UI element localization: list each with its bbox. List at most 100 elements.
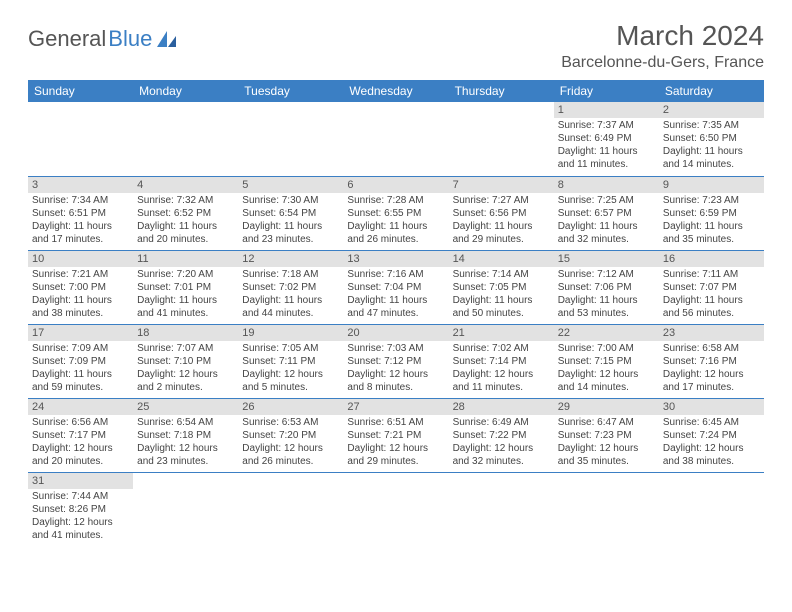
day-line: and 59 minutes. bbox=[32, 381, 129, 394]
day-details: Sunrise: 7:00 AMSunset: 7:15 PMDaylight:… bbox=[554, 341, 659, 396]
day-line: and 5 minutes. bbox=[242, 381, 339, 394]
day-line: Sunset: 7:24 PM bbox=[663, 429, 760, 442]
weekday-header: Wednesday bbox=[343, 80, 448, 102]
day-line: Sunrise: 7:37 AM bbox=[558, 119, 655, 132]
header: GeneralBlue March 2024 Barcelonne-du-Ger… bbox=[28, 20, 764, 72]
day-line: Sunrise: 7:18 AM bbox=[242, 268, 339, 281]
day-details: Sunrise: 6:56 AMSunset: 7:17 PMDaylight:… bbox=[28, 415, 133, 470]
day-line: Daylight: 12 hours bbox=[558, 442, 655, 455]
day-number: 24 bbox=[28, 399, 133, 415]
weekday-header: Friday bbox=[554, 80, 659, 102]
day-line: and 17 minutes. bbox=[663, 381, 760, 394]
day-line: Daylight: 11 hours bbox=[663, 294, 760, 307]
day-line: Daylight: 12 hours bbox=[137, 442, 234, 455]
calendar-day-cell: 4Sunrise: 7:32 AMSunset: 6:52 PMDaylight… bbox=[133, 176, 238, 250]
calendar-day-cell: 5Sunrise: 7:30 AMSunset: 6:54 PMDaylight… bbox=[238, 176, 343, 250]
day-details: Sunrise: 7:34 AMSunset: 6:51 PMDaylight:… bbox=[28, 193, 133, 248]
calendar-empty-cell bbox=[659, 472, 764, 546]
day-line: Sunrise: 7:16 AM bbox=[347, 268, 444, 281]
month-title: March 2024 bbox=[561, 20, 764, 52]
calendar-week-row: 24Sunrise: 6:56 AMSunset: 7:17 PMDayligh… bbox=[28, 398, 764, 472]
day-number: 18 bbox=[133, 325, 238, 341]
day-line: Sunrise: 6:53 AM bbox=[242, 416, 339, 429]
day-number: 6 bbox=[343, 177, 448, 193]
day-line: Sunset: 7:05 PM bbox=[453, 281, 550, 294]
day-number: 4 bbox=[133, 177, 238, 193]
day-line: Daylight: 12 hours bbox=[663, 368, 760, 381]
day-line: and 26 minutes. bbox=[347, 233, 444, 246]
calendar-day-cell: 16Sunrise: 7:11 AMSunset: 7:07 PMDayligh… bbox=[659, 250, 764, 324]
day-line: Sunrise: 7:02 AM bbox=[453, 342, 550, 355]
calendar-page: GeneralBlue March 2024 Barcelonne-du-Ger… bbox=[0, 0, 792, 566]
calendar-day-cell: 14Sunrise: 7:14 AMSunset: 7:05 PMDayligh… bbox=[449, 250, 554, 324]
day-number: 19 bbox=[238, 325, 343, 341]
day-number: 16 bbox=[659, 251, 764, 267]
day-line: Sunset: 6:50 PM bbox=[663, 132, 760, 145]
day-line: and 14 minutes. bbox=[663, 158, 760, 171]
day-line: and 20 minutes. bbox=[137, 233, 234, 246]
day-line: and 2 minutes. bbox=[137, 381, 234, 394]
day-line: and 35 minutes. bbox=[558, 455, 655, 468]
day-number: 9 bbox=[659, 177, 764, 193]
day-line: and 11 minutes. bbox=[558, 158, 655, 171]
day-details: Sunrise: 7:16 AMSunset: 7:04 PMDaylight:… bbox=[343, 267, 448, 322]
calendar-day-cell: 12Sunrise: 7:18 AMSunset: 7:02 PMDayligh… bbox=[238, 250, 343, 324]
day-line: Sunrise: 6:49 AM bbox=[453, 416, 550, 429]
day-line: Sunrise: 7:09 AM bbox=[32, 342, 129, 355]
day-line: Sunset: 7:23 PM bbox=[558, 429, 655, 442]
day-line: Sunrise: 7:14 AM bbox=[453, 268, 550, 281]
calendar-day-cell: 20Sunrise: 7:03 AMSunset: 7:12 PMDayligh… bbox=[343, 324, 448, 398]
calendar-day-cell: 17Sunrise: 7:09 AMSunset: 7:09 PMDayligh… bbox=[28, 324, 133, 398]
day-details: Sunrise: 7:28 AMSunset: 6:55 PMDaylight:… bbox=[343, 193, 448, 248]
day-line: Daylight: 12 hours bbox=[32, 442, 129, 455]
day-line: and 38 minutes. bbox=[663, 455, 760, 468]
day-number: 28 bbox=[449, 399, 554, 415]
day-number: 31 bbox=[28, 473, 133, 489]
day-details: Sunrise: 6:49 AMSunset: 7:22 PMDaylight:… bbox=[449, 415, 554, 470]
calendar-day-cell: 2Sunrise: 7:35 AMSunset: 6:50 PMDaylight… bbox=[659, 102, 764, 176]
day-line: Sunrise: 7:44 AM bbox=[32, 490, 129, 503]
calendar-day-cell: 23Sunrise: 6:58 AMSunset: 7:16 PMDayligh… bbox=[659, 324, 764, 398]
day-line: Sunset: 7:11 PM bbox=[242, 355, 339, 368]
calendar-day-cell: 13Sunrise: 7:16 AMSunset: 7:04 PMDayligh… bbox=[343, 250, 448, 324]
day-number: 30 bbox=[659, 399, 764, 415]
day-details: Sunrise: 7:12 AMSunset: 7:06 PMDaylight:… bbox=[554, 267, 659, 322]
day-line: Daylight: 11 hours bbox=[453, 220, 550, 233]
calendar-empty-cell bbox=[343, 102, 448, 176]
day-line: Sunrise: 7:27 AM bbox=[453, 194, 550, 207]
day-details: Sunrise: 7:02 AMSunset: 7:14 PMDaylight:… bbox=[449, 341, 554, 396]
day-line: Sunset: 7:10 PM bbox=[137, 355, 234, 368]
day-line: and 32 minutes. bbox=[558, 233, 655, 246]
calendar-week-row: 3Sunrise: 7:34 AMSunset: 6:51 PMDaylight… bbox=[28, 176, 764, 250]
day-line: Sunrise: 7:32 AM bbox=[137, 194, 234, 207]
day-line: Sunrise: 6:51 AM bbox=[347, 416, 444, 429]
day-line: Sunset: 7:07 PM bbox=[663, 281, 760, 294]
calendar-day-cell: 1Sunrise: 7:37 AMSunset: 6:49 PMDaylight… bbox=[554, 102, 659, 176]
day-line: Sunset: 7:06 PM bbox=[558, 281, 655, 294]
day-details: Sunrise: 6:54 AMSunset: 7:18 PMDaylight:… bbox=[133, 415, 238, 470]
day-details: Sunrise: 7:09 AMSunset: 7:09 PMDaylight:… bbox=[28, 341, 133, 396]
day-details: Sunrise: 7:27 AMSunset: 6:56 PMDaylight:… bbox=[449, 193, 554, 248]
day-number: 22 bbox=[554, 325, 659, 341]
calendar-day-cell: 9Sunrise: 7:23 AMSunset: 6:59 PMDaylight… bbox=[659, 176, 764, 250]
day-line: Sunset: 7:01 PM bbox=[137, 281, 234, 294]
day-line: Sunset: 6:52 PM bbox=[137, 207, 234, 220]
calendar-empty-cell bbox=[238, 472, 343, 546]
day-line: Sunset: 6:59 PM bbox=[663, 207, 760, 220]
day-number: 17 bbox=[28, 325, 133, 341]
calendar-day-cell: 25Sunrise: 6:54 AMSunset: 7:18 PMDayligh… bbox=[133, 398, 238, 472]
calendar-day-cell: 30Sunrise: 6:45 AMSunset: 7:24 PMDayligh… bbox=[659, 398, 764, 472]
day-line: Daylight: 12 hours bbox=[242, 442, 339, 455]
day-line: Daylight: 11 hours bbox=[32, 294, 129, 307]
day-number: 1 bbox=[554, 102, 659, 118]
day-line: Daylight: 11 hours bbox=[242, 294, 339, 307]
calendar-header-row: SundayMondayTuesdayWednesdayThursdayFrid… bbox=[28, 80, 764, 102]
day-line: and 26 minutes. bbox=[242, 455, 339, 468]
calendar-empty-cell bbox=[554, 472, 659, 546]
day-details: Sunrise: 7:05 AMSunset: 7:11 PMDaylight:… bbox=[238, 341, 343, 396]
calendar-day-cell: 31Sunrise: 7:44 AMSunset: 8:26 PMDayligh… bbox=[28, 472, 133, 546]
logo-text-2: Blue bbox=[108, 26, 152, 52]
day-line: Daylight: 11 hours bbox=[32, 220, 129, 233]
calendar-day-cell: 29Sunrise: 6:47 AMSunset: 7:23 PMDayligh… bbox=[554, 398, 659, 472]
day-line: and 41 minutes. bbox=[137, 307, 234, 320]
